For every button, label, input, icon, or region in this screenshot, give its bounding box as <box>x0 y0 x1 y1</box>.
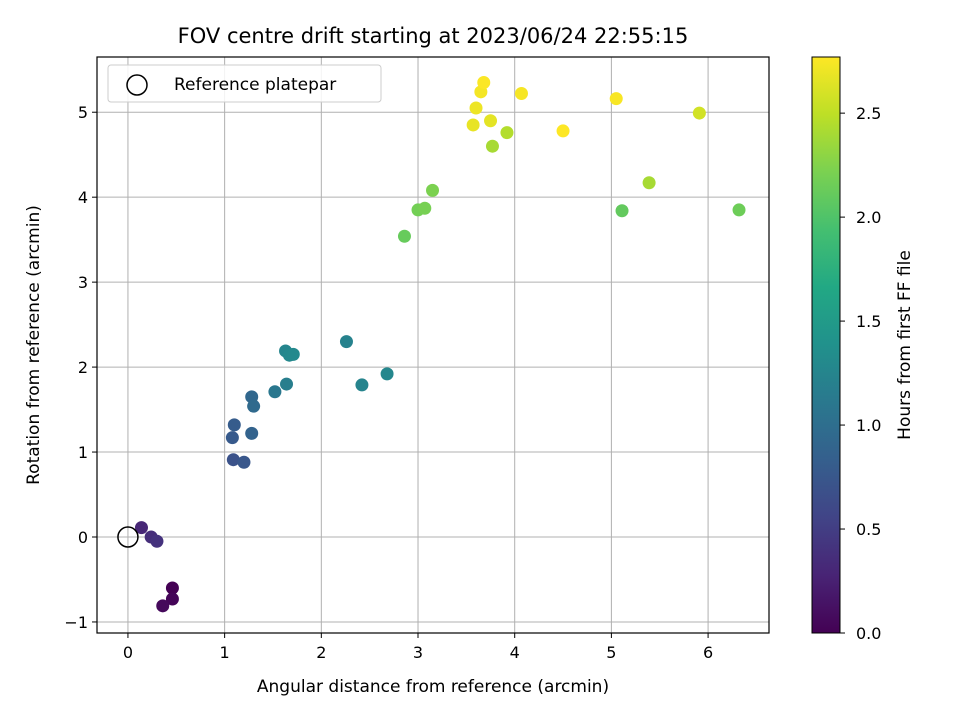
x-axis-label: Angular distance from reference (arcmin) <box>257 677 609 697</box>
legend-label: Reference platepar <box>174 75 336 95</box>
data-point <box>165 581 179 595</box>
legend-box <box>107 64 382 103</box>
plot-area-frame <box>96 56 770 634</box>
data-point <box>484 114 498 128</box>
x-tick-label: 5 <box>606 643 616 662</box>
data-point <box>156 599 170 613</box>
legend-marker-icon <box>126 74 148 96</box>
legend: Reference platepar <box>107 64 382 103</box>
data-point <box>134 521 148 535</box>
y-tick-label: −1 <box>64 613 88 632</box>
y-tick-label: 5 <box>78 103 88 122</box>
y-axis-label: Rotation from reference (arcmin) <box>24 205 44 485</box>
data-point <box>426 183 440 197</box>
data-point <box>165 592 179 606</box>
colorbar-label: Hours from first FF file <box>895 250 915 440</box>
data-points <box>117 75 746 613</box>
x-tick-label: 3 <box>413 643 423 662</box>
data-point <box>642 176 656 190</box>
data-point <box>280 377 294 391</box>
data-point <box>225 431 239 445</box>
y-tick-label: 0 <box>78 528 88 547</box>
y-tick-label: 2 <box>78 358 88 377</box>
data-point <box>268 385 282 399</box>
data-point <box>227 418 241 432</box>
reference-marker <box>117 526 139 548</box>
y-tick-label: 1 <box>78 443 88 462</box>
colorbar: 0.0 0.5 1.0 1.5 2.0 2.5 Hours from first FF f… <box>811 56 915 643</box>
data-point <box>477 75 491 89</box>
data-point <box>514 87 528 101</box>
data-point <box>500 126 514 140</box>
colorbar-tick-label: 2.5 <box>856 104 881 123</box>
data-point <box>286 347 300 361</box>
x-tick-label: 4 <box>510 643 520 662</box>
data-point <box>418 201 432 215</box>
colorbar-tick-label: 0.5 <box>856 520 881 539</box>
x-tick-label: 1 <box>220 643 230 662</box>
chart-title: FOV centre drift starting at 2023/06/24 … <box>178 24 689 48</box>
data-point <box>732 203 746 217</box>
data-point <box>226 453 240 467</box>
axis-ticks: 0 1 2 3 4 5 6 −1 0 1 2 3 4 5 <box>64 103 713 662</box>
data-point <box>245 426 259 440</box>
data-point <box>355 378 369 392</box>
data-point <box>397 229 411 243</box>
colorbar-tick-label: 0.0 <box>856 624 881 643</box>
data-point <box>692 106 706 120</box>
colorbar-tick-label: 1.0 <box>856 416 881 435</box>
x-tick-label: 2 <box>316 643 326 662</box>
colorbar-ticks: 0.0 0.5 1.0 1.5 2.0 2.5 <box>840 104 881 643</box>
data-point <box>466 118 480 132</box>
data-point <box>556 124 570 138</box>
data-point <box>615 204 629 218</box>
data-point <box>609 92 623 106</box>
colorbar-gradient <box>811 56 841 634</box>
data-point <box>339 335 353 349</box>
data-point <box>469 101 483 115</box>
data-point <box>485 139 499 153</box>
data-point <box>380 367 394 381</box>
colorbar-tick-label: 1.5 <box>856 312 881 331</box>
grid-lines <box>97 57 769 633</box>
x-tick-label: 0 <box>123 643 133 662</box>
data-point <box>150 534 164 548</box>
data-point <box>247 399 261 413</box>
y-tick-label: 4 <box>78 188 88 207</box>
x-tick-label: 6 <box>703 643 713 662</box>
data-point <box>237 455 251 469</box>
y-tick-label: 3 <box>78 273 88 292</box>
colorbar-tick-label: 2.0 <box>856 208 881 227</box>
